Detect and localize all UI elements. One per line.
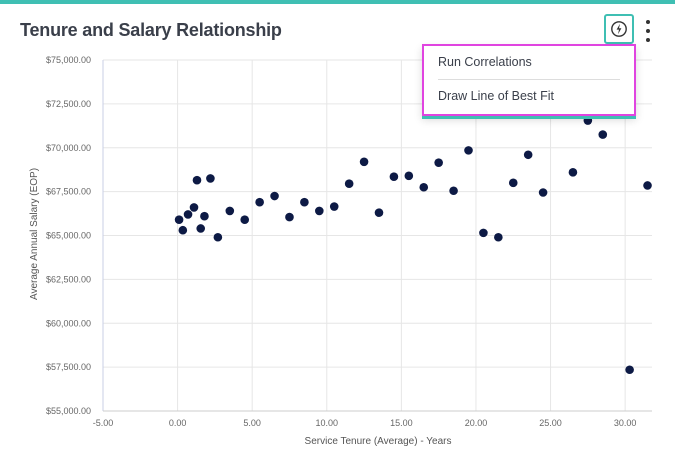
data-point[interactable]	[285, 212, 294, 222]
y-tick-label: $72,500.00	[46, 99, 91, 109]
data-point[interactable]	[359, 157, 369, 167]
x-axis-title: Service Tenure (Average) - Years	[305, 436, 452, 447]
data-point[interactable]	[200, 211, 209, 221]
y-tick-label: $67,500.00	[46, 187, 91, 197]
kebab-dot	[646, 38, 650, 42]
x-tick-label: 30.00	[614, 418, 637, 428]
data-point[interactable]	[625, 365, 634, 375]
data-point[interactable]	[178, 225, 188, 235]
data-point[interactable]	[449, 186, 458, 196]
data-point[interactable]	[404, 171, 414, 181]
data-point[interactable]	[494, 232, 503, 242]
chart-axes: Average Annual Salary (EOP) Service Tenu…	[29, 168, 451, 447]
menu-divider	[438, 79, 620, 80]
x-tick-label: 10.00	[316, 418, 339, 428]
y-tick-label: $65,000.00	[46, 231, 91, 241]
data-point[interactable]	[538, 188, 548, 197]
data-point[interactable]	[300, 197, 309, 207]
y-tick-label: $70,000.00	[46, 143, 91, 153]
data-point[interactable]	[523, 150, 533, 160]
data-point[interactable]	[206, 174, 215, 183]
data-point[interactable]	[583, 116, 593, 125]
y-tick-label: $62,500.00	[46, 274, 91, 284]
chart-tick-labels: $55,000.00 $57,500.00 $60,000.00 $62,500.00…	[46, 55, 636, 428]
x-tick-label: 15.00	[390, 418, 413, 428]
data-point[interactable]	[189, 203, 199, 212]
x-tick-label: -5.00	[93, 418, 114, 428]
data-point[interactable]	[225, 206, 235, 216]
data-point[interactable]	[174, 215, 184, 225]
menu-item-draw-line-of-best-fit[interactable]: Draw Line of Best Fit	[438, 89, 555, 103]
data-point[interactable]	[255, 197, 264, 207]
data-point[interactable]	[344, 179, 354, 189]
x-tick-label: 5.00	[243, 418, 261, 428]
data-point[interactable]	[240, 215, 250, 225]
data-point[interactable]	[270, 191, 279, 201]
insights-button[interactable]	[604, 14, 634, 44]
data-point[interactable]	[464, 146, 473, 155]
chart-points	[174, 116, 652, 375]
kebab-dot	[646, 20, 650, 24]
data-point[interactable]	[643, 181, 652, 190]
data-point[interactable]	[598, 130, 608, 139]
chart-grid	[102, 59, 652, 412]
data-point[interactable]	[508, 178, 518, 188]
data-point[interactable]	[374, 208, 384, 217]
card-title: Tenure and Salary Relationship	[20, 20, 282, 40]
x-tick-label: 0.00	[169, 418, 187, 428]
data-point[interactable]	[389, 172, 399, 182]
kebab-dot	[646, 29, 650, 33]
card-top-accent-bar	[0, 0, 675, 4]
menu-item-run-correlations[interactable]: Run Correlations	[438, 55, 532, 69]
more-options-button[interactable]	[640, 20, 656, 42]
y-tick-label: $57,500.00	[46, 362, 91, 372]
y-tick-label: $55,000.00	[46, 406, 91, 416]
chart-actions-dropdown: Run Correlations Draw Line of Best Fit	[422, 44, 636, 116]
data-point[interactable]	[568, 168, 578, 177]
data-point[interactable]	[213, 232, 223, 242]
data-point[interactable]	[192, 175, 202, 185]
y-tick-label: $60,000.00	[46, 318, 91, 328]
data-point[interactable]	[479, 228, 488, 238]
lightning-bulb-icon	[611, 21, 627, 37]
y-tick-label: $75,000.00	[46, 55, 91, 65]
x-tick-label: 25.00	[539, 418, 562, 428]
data-point[interactable]	[329, 202, 339, 211]
data-point[interactable]	[183, 210, 193, 219]
data-point[interactable]	[196, 224, 206, 233]
data-point[interactable]	[434, 158, 443, 167]
x-tick-label: 20.00	[465, 418, 488, 428]
data-point[interactable]	[419, 182, 429, 192]
data-point[interactable]	[315, 206, 324, 216]
y-axis-title: Average Annual Salary (EOP)	[29, 168, 40, 300]
